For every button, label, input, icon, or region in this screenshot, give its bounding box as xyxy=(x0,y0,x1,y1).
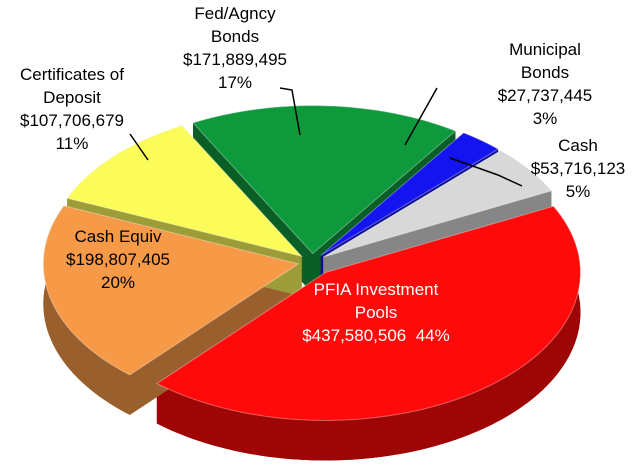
category-label: Certificates of Deposit xyxy=(20,65,124,107)
slice xyxy=(320,132,500,256)
leader-line xyxy=(129,133,149,161)
slice-label: Fed/Agncy Bonds $171,889,495 17% xyxy=(183,2,287,94)
percent-label: 3% xyxy=(532,109,558,128)
slice xyxy=(42,205,300,376)
value-label: $171,889,495 xyxy=(183,50,287,69)
percent-label: 17% xyxy=(217,73,253,92)
value-label: $27,737,445 xyxy=(497,86,593,105)
leader-line xyxy=(404,87,438,146)
value-label: $437,580,506 xyxy=(302,326,407,345)
category-label: Municipal Bonds xyxy=(509,40,581,82)
percent-label: 20% xyxy=(100,273,136,292)
slice xyxy=(192,105,457,255)
slice-label: Municipal Bonds $27,737,445 3% xyxy=(498,38,593,130)
percent-label: 11% xyxy=(55,134,89,153)
leader-line xyxy=(449,157,523,187)
category-label: Cash Equiv xyxy=(74,227,162,246)
slice-label: Certificates of Deposit $107,706,679 11% xyxy=(20,63,124,155)
percent-label: 5% xyxy=(565,182,591,201)
value-label: $53,716,123 xyxy=(530,159,626,178)
leader-line xyxy=(279,87,301,136)
slice-label: Cash $53,716,123 5% xyxy=(531,134,626,203)
slice-side xyxy=(156,206,581,461)
slice-label: Cash Equiv $198,807,405 20% xyxy=(66,225,170,294)
slice-label: PFIA Investment Pools $437,580,506 44% xyxy=(302,278,449,347)
value-label: $198,807,405 xyxy=(66,250,170,269)
slice-side xyxy=(43,205,130,415)
category-label: Fed/Agncy Bonds xyxy=(194,4,276,46)
category-label: PFIA Investment Pools xyxy=(313,280,439,322)
slice xyxy=(66,125,304,258)
slice xyxy=(323,150,553,258)
pie xyxy=(42,105,581,461)
slice xyxy=(155,205,581,421)
category-label: Cash xyxy=(558,136,598,155)
value-label: $107,706,679 xyxy=(20,111,124,130)
percent-label: 44% xyxy=(415,326,450,345)
